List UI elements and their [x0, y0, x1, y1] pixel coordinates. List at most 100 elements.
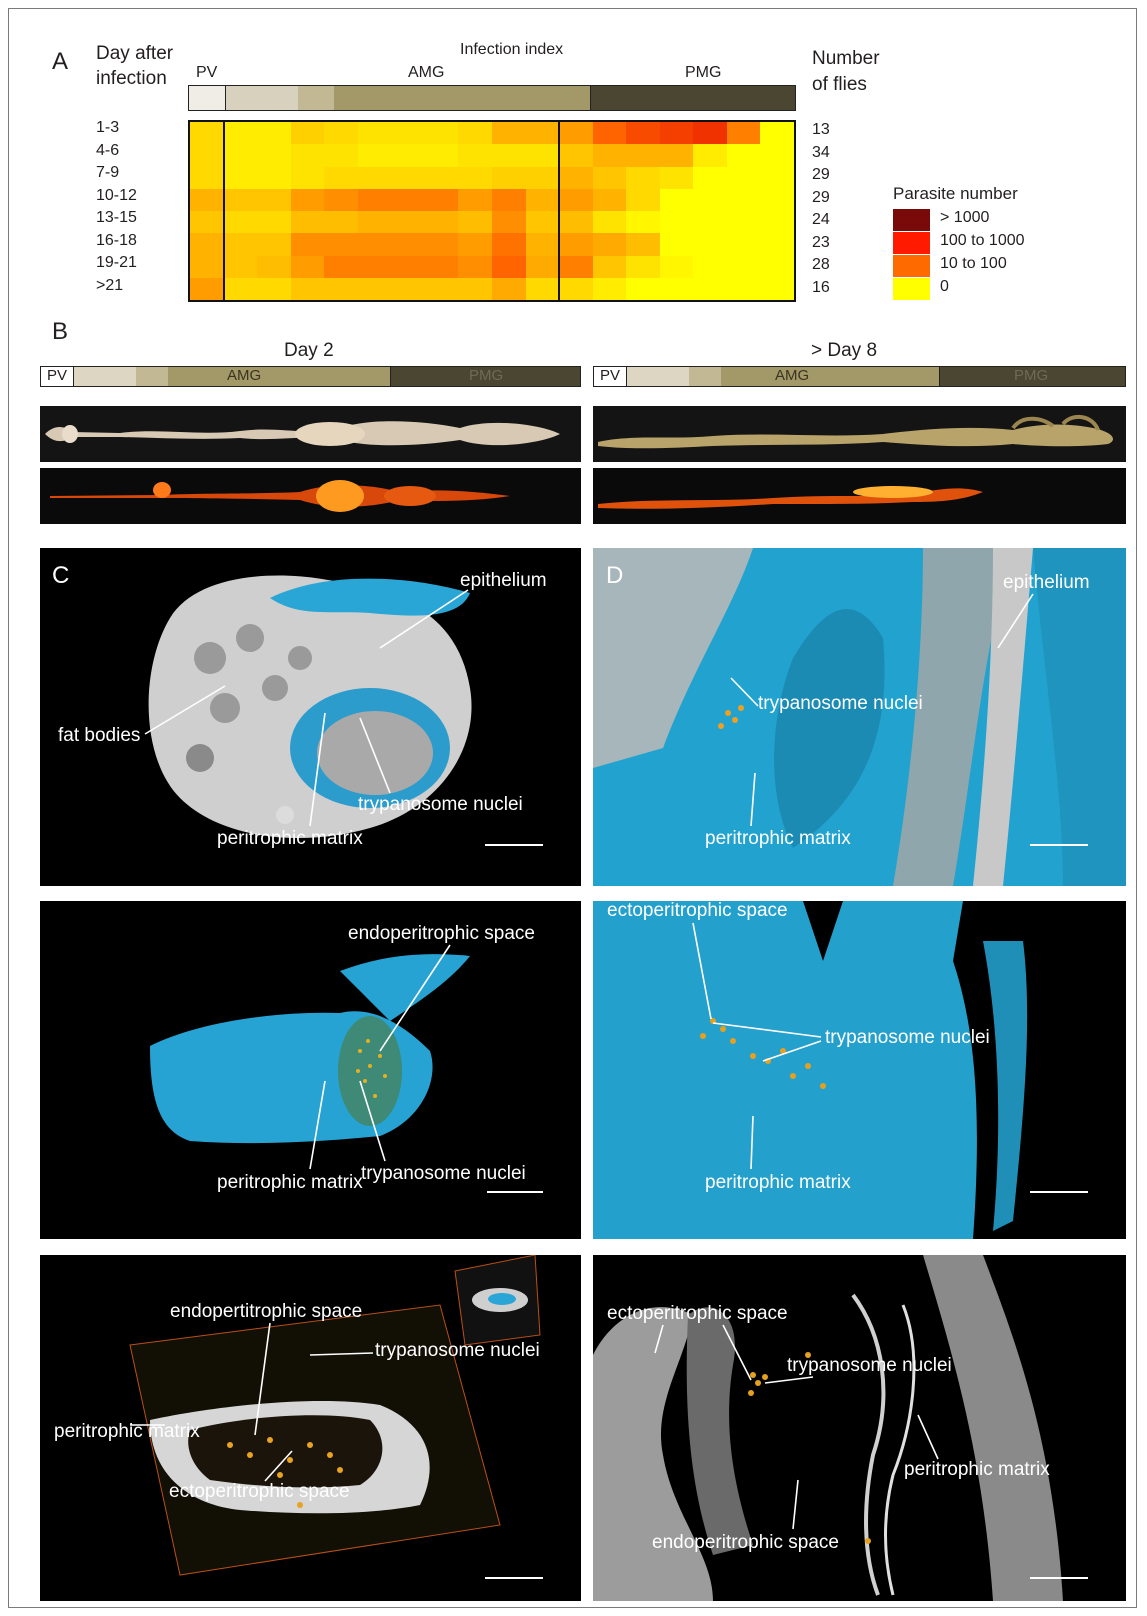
heatmap-cell	[559, 167, 593, 190]
heatmap-cell	[224, 189, 258, 212]
heatmap-cell	[190, 278, 224, 301]
heatmap-cell	[593, 189, 627, 212]
c1-leader-lines	[40, 548, 581, 886]
heatmap-cell	[257, 211, 291, 234]
heatmap-cell	[660, 144, 694, 167]
heatmap-cell	[727, 211, 761, 234]
panel-c-row1: epithelium fat bodies trypanosome nuclei…	[40, 548, 581, 886]
panel-d-letter: D	[606, 562, 623, 590]
heatmap-cell	[526, 278, 560, 301]
heatmap-region-divider	[558, 122, 560, 300]
heatmap-cell	[324, 256, 358, 279]
heatmap-cell	[425, 211, 459, 234]
heatmap-cell	[190, 122, 224, 145]
heatmap-cell	[458, 233, 492, 256]
heatmap-row-label: 10-12	[96, 187, 137, 205]
gut-region-bar-day8: PV AMG PMG	[593, 366, 1126, 387]
heatmap-cell	[526, 122, 560, 145]
heatmap-cell	[224, 278, 258, 301]
heatmap-cell	[190, 233, 224, 256]
panel-d-row2: ectoperitrophic space trypanosome nuclei…	[593, 901, 1126, 1239]
c2-scale-bar	[487, 1191, 543, 1193]
heatmap-cell	[324, 233, 358, 256]
heatmap-cell	[425, 122, 459, 145]
c3-leader-lines	[40, 1255, 581, 1601]
gut-fluorescence-day2	[40, 468, 581, 524]
day8-bar-pv: PV	[600, 367, 620, 384]
heatmap-cell	[760, 122, 794, 145]
heatmap-cell	[626, 278, 660, 301]
heatmap-cell	[727, 122, 761, 145]
heatmap-cell	[559, 144, 593, 167]
heatmap-cell	[693, 144, 727, 167]
heatmap-cell	[458, 144, 492, 167]
heatmap-cell	[425, 189, 459, 212]
heatmap-cell	[458, 211, 492, 234]
heatmap-cell	[291, 233, 325, 256]
day8-bar-pmg: PMG	[1014, 367, 1048, 384]
heatmap-cell	[458, 256, 492, 279]
heatmap-cell	[660, 167, 694, 190]
d1-scale-bar	[1030, 844, 1088, 846]
heatmap-cell	[324, 278, 358, 301]
legend-label: 10 to 100	[940, 255, 1007, 273]
heatmap-cell	[693, 233, 727, 256]
heatmap-cell	[660, 211, 694, 234]
heatmap-flies-count: 29	[812, 166, 830, 184]
heatmap-cell	[224, 144, 258, 167]
heatmap-cell	[224, 167, 258, 190]
heatmap-cell	[492, 233, 526, 256]
flies-header-line1: Number	[812, 48, 880, 70]
heatmap-cell	[324, 122, 358, 145]
heatmap-cell	[190, 256, 224, 279]
heatmap-cell	[693, 211, 727, 234]
heatmap-cell	[693, 278, 727, 301]
heatmap-cell	[190, 189, 224, 212]
heatmap-cell	[492, 278, 526, 301]
heatmap-cell	[526, 189, 560, 212]
heatmap-cell	[358, 167, 392, 190]
heatmap-cell	[291, 211, 325, 234]
heatmap-cell	[257, 122, 291, 145]
heatmap-cell	[593, 278, 627, 301]
heatmap-cell	[324, 189, 358, 212]
heatmap-cell	[626, 167, 660, 190]
heatmap-cell	[526, 256, 560, 279]
heatmap-cell	[727, 233, 761, 256]
legend-swatch	[893, 255, 930, 277]
heatmap-cell	[358, 144, 392, 167]
flies-header-line2: of flies	[812, 74, 867, 96]
heatmap-cell	[559, 122, 593, 145]
heatmap-cell	[224, 211, 258, 234]
heatmap-row-label: 4-6	[96, 142, 119, 160]
heatmap-cell	[291, 144, 325, 167]
panel-c-row2: endoperitrophic space trypanosome nuclei…	[40, 901, 581, 1239]
d2-scale-bar	[1030, 1191, 1088, 1193]
heatmap-cell	[391, 144, 425, 167]
legend-swatch	[893, 278, 930, 300]
heatmap-cell	[324, 144, 358, 167]
heatmap-flies-count: 28	[812, 256, 830, 274]
region-label-pv: PV	[196, 64, 217, 82]
heatmap-row-label: 1-3	[96, 119, 119, 137]
heatmap-cell	[358, 256, 392, 279]
heatmap-cell	[291, 122, 325, 145]
gut-region-bar-a	[188, 85, 796, 111]
heatmap-cell	[727, 189, 761, 212]
heatmap-cell	[693, 122, 727, 145]
heatmap-cell	[391, 189, 425, 212]
heatmap-row-label: 7-9	[96, 164, 119, 182]
heatmap-cell	[391, 167, 425, 190]
day8-bar-amg: AMG	[775, 367, 809, 384]
heatmap-cell	[458, 189, 492, 212]
heatmap-region-divider	[223, 122, 225, 300]
region-label-pmg: PMG	[685, 64, 721, 82]
d1-leader-lines	[593, 548, 1126, 886]
heatmap-cell	[425, 233, 459, 256]
heatmap-cell	[291, 278, 325, 301]
heatmap-flies-count: 29	[812, 189, 830, 207]
heatmap-cell	[458, 122, 492, 145]
heatmap-cell	[727, 278, 761, 301]
gut-brightfield-day2	[40, 406, 581, 462]
panel-d-row3: ectoperitrophic space trypanosome nuclei…	[593, 1255, 1126, 1601]
